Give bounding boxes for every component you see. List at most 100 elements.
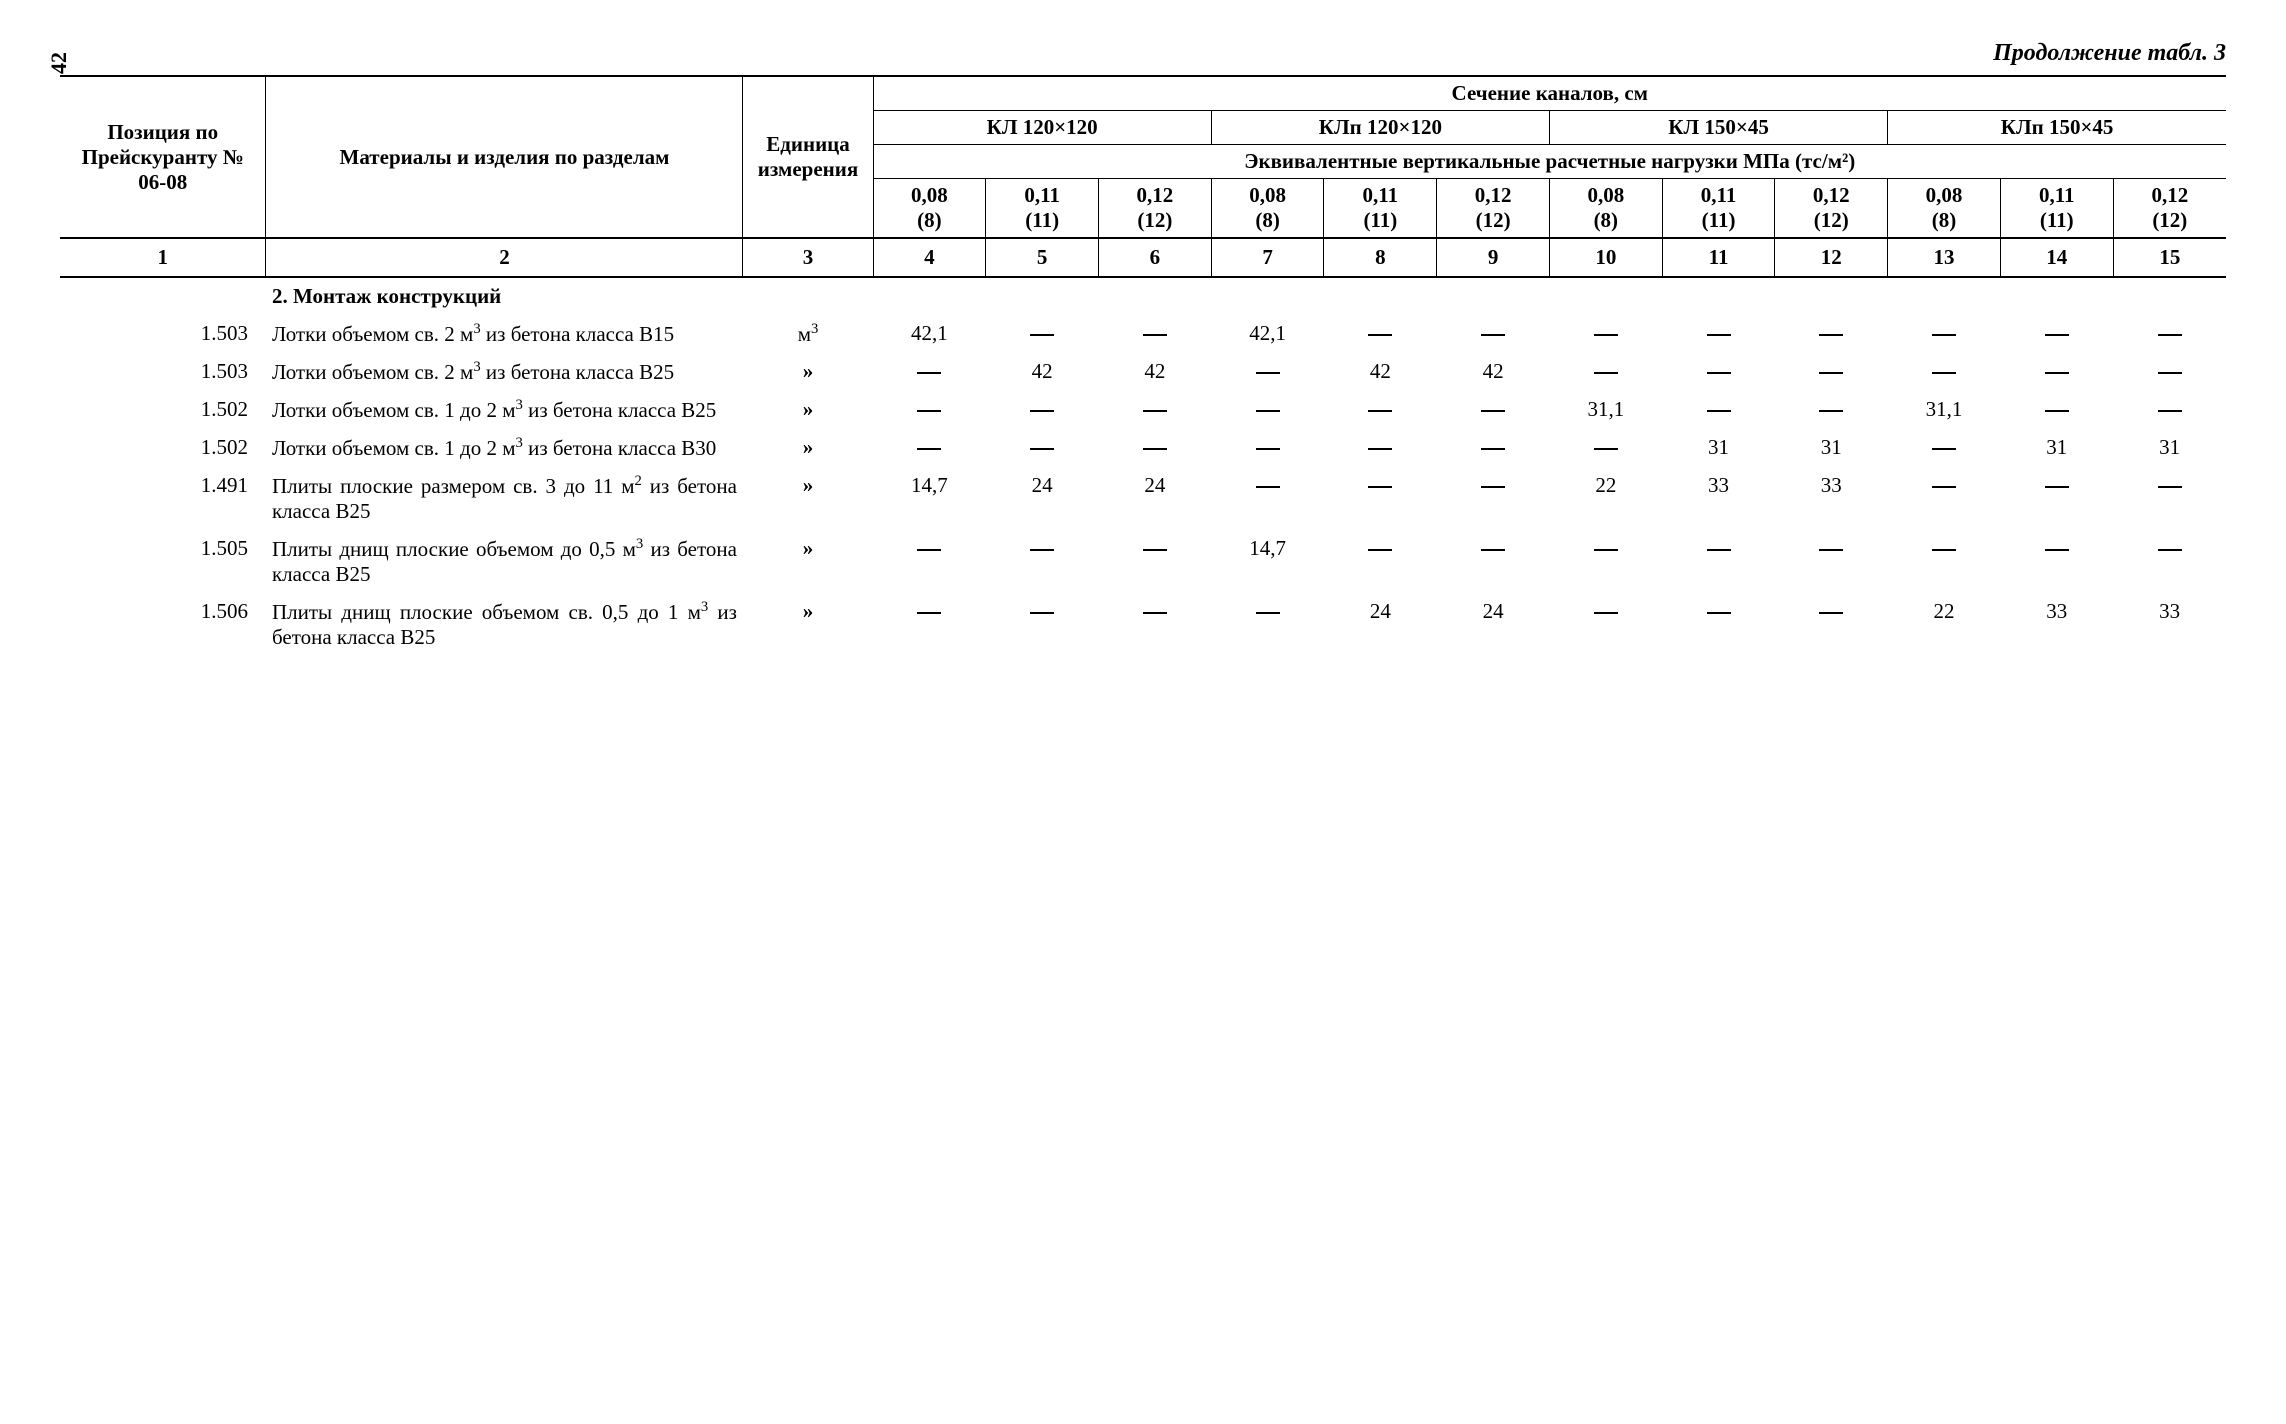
cell-value (1099, 315, 1212, 353)
column-number: 14 (2000, 238, 2113, 277)
cell-value (2113, 315, 2226, 353)
column-number: 10 (1549, 238, 1662, 277)
cell-value (1549, 593, 1662, 656)
table-body: 2. Монтаж конструкций 1.503Лотки объемом… (60, 277, 2226, 656)
cell-value: 42,1 (1211, 315, 1324, 353)
table-row: 1.503Лотки объемом св. 2 м3 из бетона кл… (60, 315, 2226, 353)
cell-value (1662, 530, 1775, 593)
cell-value (873, 530, 986, 593)
cell-value (1211, 467, 1324, 530)
column-number: 1 (60, 238, 266, 277)
column-number-row: 123456789101112131415 (60, 238, 2226, 277)
cell-material: Плиты плоские разме­ром св. 3 до 11 м2 и… (266, 467, 743, 530)
cell-value (1888, 315, 2001, 353)
cell-value (986, 315, 1099, 353)
cell-value (1888, 530, 2001, 593)
header-sections-title: Сечение каналов, см (873, 76, 2226, 111)
cell-value (1211, 429, 1324, 467)
cell-value (2000, 353, 2113, 391)
cell-value: 33 (2000, 593, 2113, 656)
cell-value (1888, 429, 2001, 467)
header-position: Позиция по Прейску­ранту № 06-08 (60, 76, 266, 238)
cell-value (1437, 315, 1550, 353)
cell-material: Лотки объемом св. 1 до 2 м3 из бетона кл… (266, 391, 743, 429)
header-load: 0,08(8) (1888, 179, 2001, 239)
cell-value (986, 530, 1099, 593)
cell-value (1775, 593, 1888, 656)
header-load: 0,12(12) (1099, 179, 1212, 239)
header-unit: Еди­ница изме­рения (743, 76, 873, 238)
table-continuation: Продолжение табл. 3 (60, 40, 2226, 67)
header-load: 0,08(8) (873, 179, 986, 239)
cell-value: 33 (2113, 593, 2226, 656)
column-number: 2 (266, 238, 743, 277)
cell-value: 31,1 (1888, 391, 2001, 429)
section-heading-row: 2. Монтаж конструкций (60, 277, 2226, 315)
header-load: 0,08(8) (1549, 179, 1662, 239)
cell-position: 1.506 (60, 593, 266, 656)
cell-value (1324, 315, 1437, 353)
cell-value (1437, 467, 1550, 530)
cell-value (1211, 353, 1324, 391)
cell-value (2000, 315, 2113, 353)
cell-value (1549, 429, 1662, 467)
cell-value (873, 391, 986, 429)
cell-value (873, 429, 986, 467)
table-row: 1.491Плиты плоские разме­ром св. 3 до 11… (60, 467, 2226, 530)
header-load: 0,12(12) (2113, 179, 2226, 239)
cell-value (1437, 429, 1550, 467)
header-load: 0,11(11) (986, 179, 1099, 239)
cell-value (2000, 391, 2113, 429)
cell-value (1662, 391, 1775, 429)
cell-value (1099, 429, 1212, 467)
cell-value (1324, 530, 1437, 593)
header-eq-loads-title: Эквивалентные вертикальные расчетные наг… (873, 145, 2226, 179)
cell-unit: м3 (743, 315, 873, 353)
cell-value (1324, 429, 1437, 467)
table-header: Позиция по Прейску­ранту № 06-08 Материа… (60, 76, 2226, 238)
cell-value (873, 353, 986, 391)
cell-value (2113, 391, 2226, 429)
section-heading: 2. Монтаж конструкций (266, 277, 743, 315)
cell-value: 31 (1662, 429, 1775, 467)
cell-value (2000, 530, 2113, 593)
column-number: 15 (2113, 238, 2226, 277)
column-number: 11 (1662, 238, 1775, 277)
cell-value: 24 (986, 467, 1099, 530)
cell-value: 24 (1099, 467, 1212, 530)
cell-value (1775, 530, 1888, 593)
cell-position: 1.502 (60, 391, 266, 429)
cell-material: Лотки объемом св. 2 м3 из бетона класса … (266, 315, 743, 353)
page-number: 42 (46, 52, 72, 74)
cell-value: 14,7 (873, 467, 986, 530)
cell-value: 31,1 (1549, 391, 1662, 429)
cell-value: 24 (1324, 593, 1437, 656)
cell-value: 42 (1437, 353, 1550, 391)
cell-value (1662, 593, 1775, 656)
column-number: 13 (1888, 238, 2001, 277)
cell-value (1549, 530, 1662, 593)
cell-value (2113, 530, 2226, 593)
cell-value (1888, 467, 2001, 530)
cell-value (1662, 353, 1775, 391)
cell-value: 22 (1888, 593, 2001, 656)
cell-value (986, 429, 1099, 467)
cell-position: 1.502 (60, 429, 266, 467)
cell-value: 33 (1775, 467, 1888, 530)
cell-value (1099, 391, 1212, 429)
cell-position: 1.503 (60, 315, 266, 353)
table-row: 1.505Плиты днищ плоские объемом до 0,5 м… (60, 530, 2226, 593)
column-number: 12 (1775, 238, 1888, 277)
header-group: КЛ 150×45 (1549, 111, 1887, 145)
header-load: 0,12(12) (1437, 179, 1550, 239)
cell-unit: » (743, 353, 873, 391)
column-number: 7 (1211, 238, 1324, 277)
cell-value: 24 (1437, 593, 1550, 656)
cell-value (1775, 353, 1888, 391)
cell-value: 14,7 (1211, 530, 1324, 593)
column-number: 5 (986, 238, 1099, 277)
header-group: КЛ 120×120 (873, 111, 1211, 145)
cell-position: 1.491 (60, 467, 266, 530)
cell-position: 1.503 (60, 353, 266, 391)
cell-material: Лотки объемом св. 1 до 2 м3 из бетона кл… (266, 429, 743, 467)
